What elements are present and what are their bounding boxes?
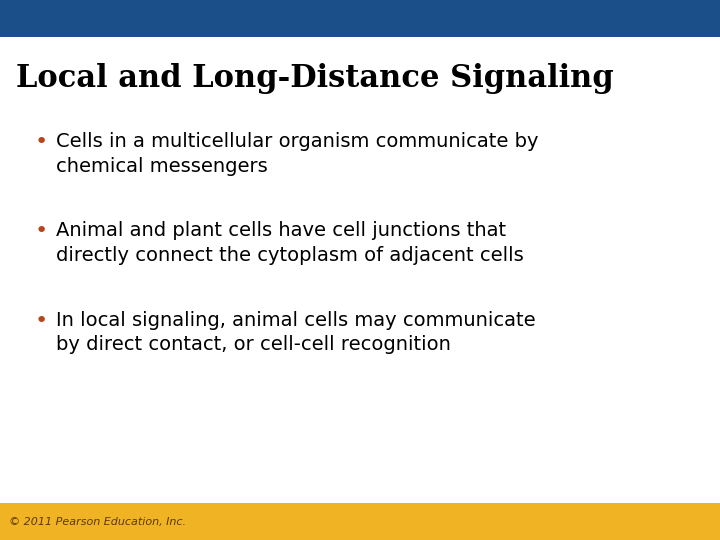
Text: Animal and plant cells have cell junctions that
directly connect the cytoplasm o: Animal and plant cells have cell junctio… bbox=[56, 221, 524, 265]
Text: Cells in a multicellular organism communicate by
chemical messengers: Cells in a multicellular organism commun… bbox=[56, 132, 539, 176]
Text: In local signaling, animal cells may communicate
by direct contact, or cell-cell: In local signaling, animal cells may com… bbox=[56, 310, 536, 354]
Text: © 2011 Pearson Education, Inc.: © 2011 Pearson Education, Inc. bbox=[9, 517, 186, 526]
Bar bbox=[0, 0, 720, 37]
Bar bbox=[0, 503, 720, 540]
Text: •: • bbox=[35, 310, 48, 330]
Text: •: • bbox=[35, 132, 48, 152]
Text: •: • bbox=[35, 221, 48, 241]
Text: Local and Long-Distance Signaling: Local and Long-Distance Signaling bbox=[16, 63, 613, 94]
